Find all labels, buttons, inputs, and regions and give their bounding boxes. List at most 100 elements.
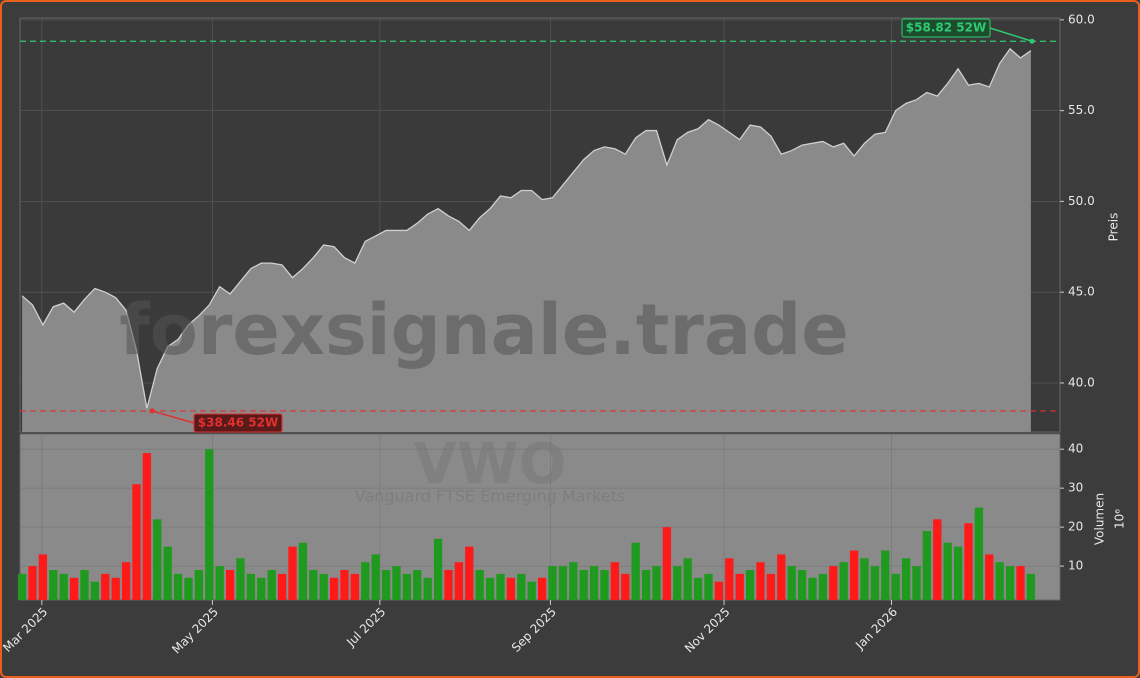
price-area — [22, 48, 1031, 433]
volume-bar — [808, 577, 817, 600]
low-arrow-head — [149, 408, 155, 414]
volume-bar — [974, 507, 984, 600]
volume-bar — [319, 573, 328, 600]
volume-bar — [621, 573, 630, 600]
volume-bar — [860, 558, 869, 600]
volume-bar — [964, 523, 973, 600]
volume-bar — [662, 527, 672, 600]
price-label: Preis — [1107, 213, 1121, 242]
high-label: $58.82 52W — [906, 21, 986, 35]
volume-bar — [995, 562, 1004, 600]
volume-bar — [496, 573, 505, 600]
volume-bar — [392, 566, 401, 600]
volume-bar — [101, 573, 110, 600]
volume-bar — [1016, 566, 1025, 600]
price-line — [21, 47, 1032, 409]
volume-bar — [38, 554, 48, 600]
y-tick-label: 60.0 — [1068, 12, 1095, 26]
volume-bar — [745, 569, 755, 600]
volume-bar — [433, 538, 443, 600]
x-tick-label: Nov 2025 — [682, 605, 733, 656]
name-watermark: Vanguard FTSE Emerging Markets — [355, 487, 626, 506]
volume-bar — [579, 569, 588, 600]
volume-bar — [454, 562, 464, 600]
volume-bar — [267, 569, 276, 600]
volume-bar — [693, 577, 703, 600]
volume-bar — [756, 562, 765, 600]
volume-bar — [1005, 566, 1015, 600]
volume-bar — [818, 573, 828, 600]
volume-bar — [111, 577, 120, 600]
y-tick-label: 45.0 — [1068, 285, 1095, 299]
volume-unit: 10⁶ — [1113, 509, 1127, 529]
volume-bar — [413, 569, 422, 600]
volume-bar — [309, 569, 318, 600]
volume-bar — [350, 573, 360, 600]
volume-bar — [766, 573, 776, 600]
volume-bar — [475, 569, 484, 600]
volume-bar — [735, 573, 744, 600]
volume-bar — [485, 577, 495, 600]
volume-bar — [257, 577, 266, 600]
volume-bar — [340, 569, 349, 600]
y-tick-label: 10 — [1068, 559, 1083, 573]
low-label-box — [193, 413, 283, 433]
x-tick-label: Mar 2025 — [2, 605, 50, 655]
volume-bar — [517, 573, 526, 600]
volume-bar — [933, 519, 942, 600]
volume-bar — [205, 449, 214, 600]
x-tick-label: Jul 2025 — [343, 605, 388, 650]
volume-bar — [173, 573, 183, 600]
volume-bar — [901, 558, 911, 600]
volume-bar — [641, 569, 651, 600]
volume-bar — [90, 581, 100, 600]
volume-bar — [704, 573, 713, 600]
volume-bar — [922, 531, 932, 600]
volume-bar — [849, 550, 859, 600]
volume-bar — [194, 569, 204, 600]
volume-bar — [69, 577, 79, 600]
volume-bar — [569, 562, 578, 600]
volume-bar — [787, 566, 796, 600]
volume-bar — [184, 577, 193, 600]
x-tick-label: May 2025 — [169, 605, 221, 657]
volume-bar — [777, 554, 786, 600]
volume-bar — [725, 558, 734, 600]
volume-bar — [17, 573, 27, 600]
y-tick-label: 30 — [1068, 481, 1083, 495]
y-tick-label: 20 — [1068, 520, 1083, 534]
volume-bar — [277, 573, 287, 600]
x-tick-label: Sep 2025 — [509, 605, 559, 655]
volume-bar — [49, 569, 58, 600]
volume-bar — [631, 542, 640, 600]
watermark: forexsignale.trade — [119, 289, 848, 371]
low-label: $38.46 52W — [198, 416, 278, 430]
volume-bar — [132, 484, 141, 600]
y-tick-label: 55.0 — [1068, 103, 1095, 117]
volume-bar — [236, 558, 245, 600]
symbol-watermark: VWO — [414, 432, 567, 497]
volume-bar — [912, 566, 921, 600]
x-tick-label: Jan 2026 — [852, 605, 900, 653]
high-label-box — [901, 18, 991, 38]
volume-bar — [465, 546, 474, 600]
volume-bar — [423, 577, 432, 600]
volume-bar — [225, 569, 235, 600]
volume-bar — [80, 569, 89, 600]
volume-bar — [610, 562, 620, 600]
volume-bar — [298, 542, 308, 600]
volume-label: Volumen — [1093, 493, 1107, 545]
volume-bar — [444, 569, 453, 600]
volume-bar — [600, 569, 609, 600]
volume-bar — [548, 566, 557, 600]
volume-bar — [558, 566, 568, 600]
volume-bar — [537, 577, 547, 600]
volume-bar — [142, 453, 152, 600]
volume-bar — [673, 566, 682, 600]
volume-bar — [943, 542, 952, 600]
high-arrow-head — [1029, 38, 1035, 44]
volume-bar — [288, 546, 297, 600]
volume-bar — [589, 566, 599, 600]
volume-bar — [361, 562, 370, 600]
